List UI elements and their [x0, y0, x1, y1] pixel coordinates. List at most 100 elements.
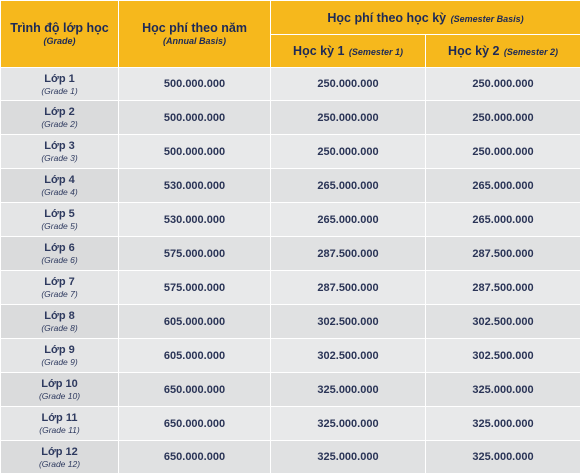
- grade-name-en: (Grade 11): [1, 425, 118, 435]
- table-row: Lớp 8(Grade 8) 605.000.000 302.500.000 3…: [1, 305, 580, 339]
- annual-fee-cell: 530.000.000: [119, 203, 271, 237]
- semester-1-fee-cell: 302.500.000: [271, 339, 426, 373]
- annual-fee-cell: 530.000.000: [119, 169, 271, 203]
- grade-name-en: (Grade 9): [1, 357, 118, 367]
- table-row: Lớp 11(Grade 11) 650.000.000 325.000.000…: [1, 407, 580, 441]
- semester-2-fee-cell: 265.000.000: [426, 169, 580, 203]
- table-row: Lớp 9(Grade 9) 605.000.000 302.500.000 3…: [1, 339, 580, 373]
- table-row: Lớp 1(Grade 1) 500.000.000 250.000.000 2…: [1, 68, 580, 101]
- annual-fee-cell: 605.000.000: [119, 339, 271, 373]
- semester-2-fee-cell: 250.000.000: [426, 68, 580, 101]
- annual-fee-cell: 575.000.000: [119, 237, 271, 271]
- grade-cell: Lớp 12(Grade 12): [1, 441, 119, 474]
- grade-cell: Lớp 9(Grade 9): [1, 339, 119, 373]
- grade-name: Lớp 12: [1, 446, 118, 459]
- table-row: Lớp 6(Grade 6) 575.000.000 287.500.000 2…: [1, 237, 580, 271]
- grade-name-en: (Grade 3): [1, 153, 118, 163]
- grade-name-en: (Grade 7): [1, 289, 118, 299]
- semester-1-fee-cell: 250.000.000: [271, 135, 426, 169]
- annual-header-label: Học phí theo năm: [119, 21, 270, 36]
- semester-1-fee-cell: 287.500.000: [271, 237, 426, 271]
- table-row: Lớp 5(Grade 5) 530.000.000 265.000.000 2…: [1, 203, 580, 237]
- table-row: Lớp 7(Grade 7) 575.000.000 287.500.000 2…: [1, 271, 580, 305]
- semester-header-label: Học phí theo học kỳ: [327, 11, 446, 25]
- grade-name: Lớp 5: [1, 208, 118, 221]
- semester-2-fee-cell: 302.500.000: [426, 305, 580, 339]
- annual-fee-cell: 650.000.000: [119, 373, 271, 407]
- grade-name: Lớp 10: [1, 378, 118, 391]
- semester-2-fee-cell: 287.500.000: [426, 271, 580, 305]
- grade-header-label: Trình độ lớp học: [1, 21, 118, 36]
- semester-2-fee-cell: 325.000.000: [426, 441, 580, 474]
- table-row: Lớp 12(Grade 12) 650.000.000 325.000.000…: [1, 441, 580, 474]
- annual-fee-cell: 605.000.000: [119, 305, 271, 339]
- semester-header-sub: (Semester Basis): [451, 14, 524, 24]
- fee-rows: Lớp 1(Grade 1) 500.000.000 250.000.000 2…: [1, 68, 580, 474]
- semester-2-fee-cell: 302.500.000: [426, 339, 580, 373]
- semester-2-sub: (Semester 2): [504, 47, 558, 57]
- semester-1-fee-cell: 325.000.000: [271, 407, 426, 441]
- grade-header-sub: (Grade): [1, 36, 118, 47]
- grade-name-en: (Grade 6): [1, 255, 118, 265]
- semester-group-header: Học phí theo học kỳ (Semester Basis): [271, 1, 580, 35]
- semester-1-fee-cell: 302.500.000: [271, 305, 426, 339]
- annual-fee-cell: 575.000.000: [119, 271, 271, 305]
- grade-name-en: (Grade 1): [1, 86, 118, 96]
- grade-name: Lớp 6: [1, 242, 118, 255]
- grade-name-en: (Grade 4): [1, 187, 118, 197]
- grade-name-en: (Grade 2): [1, 119, 118, 129]
- grade-column-header: Trình độ lớp học (Grade): [1, 1, 119, 68]
- annual-header-sub: (Annual Basis): [119, 36, 270, 47]
- table-row: Lớp 3(Grade 3) 500.000.000 250.000.000 2…: [1, 135, 580, 169]
- grade-cell: Lớp 5(Grade 5): [1, 203, 119, 237]
- semester-1-fee-cell: 325.000.000: [271, 373, 426, 407]
- grade-name-en: (Grade 5): [1, 221, 118, 231]
- grade-name: Lớp 7: [1, 276, 118, 289]
- semester-1-fee-cell: 250.000.000: [271, 101, 426, 135]
- grade-cell: Lớp 6(Grade 6): [1, 237, 119, 271]
- grade-name-en: (Grade 12): [1, 459, 118, 469]
- semester-2-fee-cell: 325.000.000: [426, 407, 580, 441]
- semester-1-header: Học kỳ 1 (Semester 1): [271, 35, 426, 68]
- grade-name-en: (Grade 10): [1, 391, 118, 401]
- grade-name: Lớp 8: [1, 310, 118, 323]
- grade-name: Lớp 9: [1, 344, 118, 357]
- grade-cell: Lớp 8(Grade 8): [1, 305, 119, 339]
- grade-name: Lớp 1: [1, 73, 118, 86]
- grade-cell: Lớp 4(Grade 4): [1, 169, 119, 203]
- semester-2-header: Học kỳ 2 (Semester 2): [426, 35, 580, 68]
- table-row: Lớp 4(Grade 4) 530.000.000 265.000.000 2…: [1, 169, 580, 203]
- grade-name-en: (Grade 8): [1, 323, 118, 333]
- grade-cell: Lớp 1(Grade 1): [1, 68, 119, 101]
- grade-cell: Lớp 7(Grade 7): [1, 271, 119, 305]
- semester-1-fee-cell: 325.000.000: [271, 441, 426, 474]
- grade-cell: Lớp 2(Grade 2): [1, 101, 119, 135]
- semester-2-fee-cell: 287.500.000: [426, 237, 580, 271]
- annual-fee-cell: 650.000.000: [119, 407, 271, 441]
- semester-2-label: Học kỳ 2: [448, 44, 499, 58]
- grade-name: Lớp 4: [1, 174, 118, 187]
- grade-cell: Lớp 3(Grade 3): [1, 135, 119, 169]
- semester-2-fee-cell: 265.000.000: [426, 203, 580, 237]
- table-row: Lớp 10(Grade 10) 650.000.000 325.000.000…: [1, 373, 580, 407]
- annual-fee-cell: 500.000.000: [119, 68, 271, 101]
- grade-cell: Lớp 11(Grade 11): [1, 407, 119, 441]
- grade-name: Lớp 3: [1, 140, 118, 153]
- annual-fee-cell: 500.000.000: [119, 135, 271, 169]
- annual-fee-cell: 650.000.000: [119, 441, 271, 474]
- grade-name: Lớp 11: [1, 412, 118, 425]
- semester-1-fee-cell: 287.500.000: [271, 271, 426, 305]
- grade-name: Lớp 2: [1, 106, 118, 119]
- semester-1-fee-cell: 265.000.000: [271, 169, 426, 203]
- semester-1-fee-cell: 265.000.000: [271, 203, 426, 237]
- semester-1-sub: (Semester 1): [349, 47, 403, 57]
- semester-2-fee-cell: 250.000.000: [426, 135, 580, 169]
- semester-1-label: Học kỳ 1: [293, 44, 344, 58]
- semester-2-fee-cell: 325.000.000: [426, 373, 580, 407]
- semester-2-fee-cell: 250.000.000: [426, 101, 580, 135]
- semester-1-fee-cell: 250.000.000: [271, 68, 426, 101]
- grade-cell: Lớp 10(Grade 10): [1, 373, 119, 407]
- table-row: Lớp 2(Grade 2) 500.000.000 250.000.000 2…: [1, 101, 580, 135]
- annual-column-header: Học phí theo năm (Annual Basis): [119, 1, 271, 68]
